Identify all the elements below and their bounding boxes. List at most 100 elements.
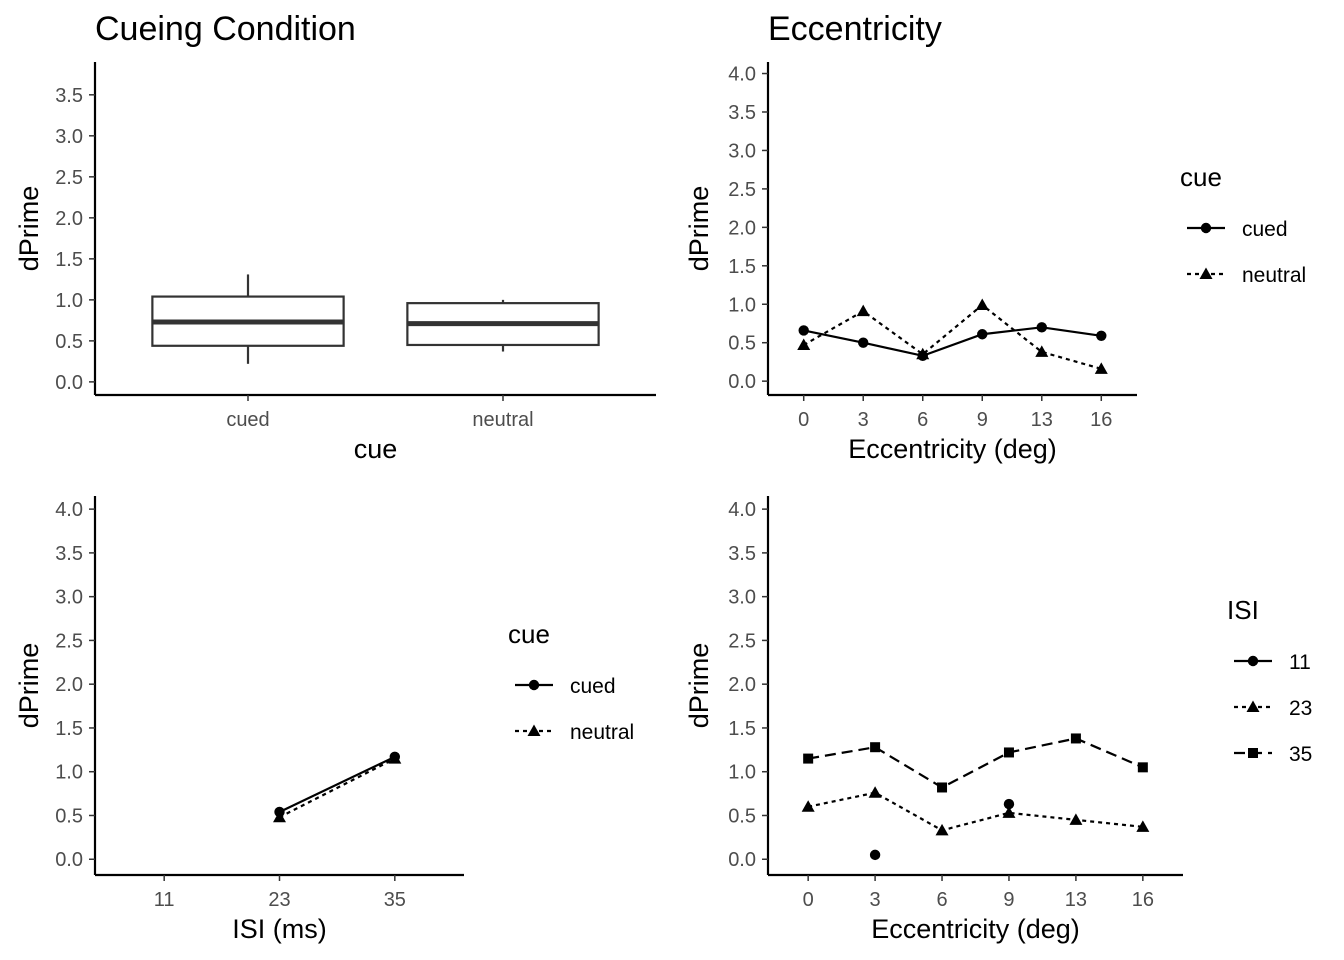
y-tick-label: 0.0 [728,849,756,871]
data-point [797,338,811,351]
x-tick-label: 11 [154,889,175,911]
series-cued [274,751,401,818]
series-neutral [797,298,1108,374]
x-axis-title: cue [354,434,398,464]
legend-key-marker [1247,655,1259,667]
data-point [975,298,989,311]
box-cued [151,274,345,364]
x-tick-label: 13 [1031,409,1053,431]
panel3-panel: 0.0 0.5 1.0 1.5 2.0 2.5 3.0 3.5 4.0 ISI (ms) dPrim… [14,496,634,944]
data-point [935,823,949,836]
legend-label: neutral [570,721,634,744]
legend-key-marker [528,679,540,691]
x-tick-label: 3 [858,409,869,431]
series-neutral [273,752,402,823]
x-tick-label: 6 [936,889,947,911]
y-tick-label: 3.5 [728,102,756,124]
data-point [388,752,402,764]
legend: ISI 11 23 35 [1227,595,1312,766]
series-line [279,757,396,819]
x-tick-label: 0 [798,409,809,431]
data-point [856,304,870,317]
x-axis-title: ISI (ms) [232,914,327,944]
data-point [1094,362,1108,374]
y-tick-label: 1.0 [55,290,83,312]
legend-label: cued [570,675,616,698]
y-tick-label: 1.5 [55,249,83,271]
data-point [1137,762,1148,773]
series-line [803,326,1102,357]
data-point [1003,747,1014,758]
y-tick-label: 4.0 [55,499,83,521]
x-tick-label: 13 [1065,889,1087,911]
data-point [1096,330,1107,341]
series-35 [803,733,1148,793]
x-tick-label: 6 [917,409,928,431]
x-tick-label: neutral [472,409,533,431]
data-point [858,337,869,348]
series-line [279,755,396,813]
legend-title: ISI [1227,595,1259,625]
y-tick-label: 4.0 [728,499,756,521]
data-point [1069,813,1083,825]
data-point [1136,820,1150,832]
data-point [273,810,286,823]
y-axis-title: dPrime [14,643,44,729]
y-tick-label: 3.0 [728,140,756,162]
data-point [937,782,948,793]
data-point [803,753,814,764]
data-point [798,325,809,336]
series-cued [798,322,1107,361]
legend: cue cued neutral [1180,162,1306,287]
legend-label: cued [1242,218,1288,241]
series-line [803,303,1102,370]
x-tick-label: 16 [1132,889,1154,911]
series-line [807,737,1144,789]
legend-key-marker [1200,222,1212,234]
legend-title: cue [508,619,550,649]
y-tick-label: 3.5 [55,85,83,107]
y-tick-label: 0.0 [55,849,83,871]
series-line [807,791,1143,832]
y-tick-label: 3.5 [55,543,83,565]
x-tick-label: 3 [870,889,881,911]
data-point [1003,798,1015,810]
y-tick-label: 1.5 [55,718,83,740]
legend-key-marker [527,724,541,736]
y-tick-label: 2.5 [728,630,756,652]
series-11 [869,798,1015,861]
data-point [916,347,930,360]
data-point [1035,345,1049,357]
y-tick-label: 4.0 [728,64,756,86]
y-tick-label: 0.0 [728,371,756,393]
y-tick-label: 0.5 [728,333,756,355]
y-tick-label: 1.5 [728,256,756,278]
y-tick-label: 3.5 [728,543,756,565]
legend-label: neutral [1242,264,1306,287]
y-tick-label: 2.5 [728,179,756,201]
y-tick-label: 1.5 [728,718,756,740]
y-tick-label: 2.0 [728,217,756,239]
y-tick-label: 2.0 [728,674,756,696]
y-tick-label: 0.0 [55,372,83,394]
data-point [870,742,881,753]
y-tick-label: 1.0 [55,762,83,784]
x-axis-title: Eccentricity (deg) [871,914,1080,944]
y-tick-label: 3.0 [55,126,83,148]
series-23 [801,786,1150,836]
y-tick-label: 0.5 [728,805,756,827]
panel1-panel: Cueing Condition 0.0 0.5 1.0 1.5 2.0 2.5 3.0 3.5… [14,10,656,464]
chart-title: Cueing Condition [95,10,356,48]
y-tick-label: 0.5 [55,331,83,353]
data-point [977,329,988,340]
panel2-panel: Eccentricity 0.0 0.5 1.0 1.5 2.0 2.5 3.0 3.5 4.0 E… [684,10,1306,464]
y-tick-label: 2.0 [55,674,83,696]
x-axis-title: Eccentricity (deg) [848,434,1057,464]
data-point [868,786,882,798]
y-tick-label: 3.0 [728,587,756,609]
x-tick-label: cued [226,409,269,431]
y-tick-label: 2.5 [55,167,83,189]
data-point [1070,733,1081,744]
x-tick-label: 23 [268,889,290,911]
legend-key-marker [1248,748,1258,758]
